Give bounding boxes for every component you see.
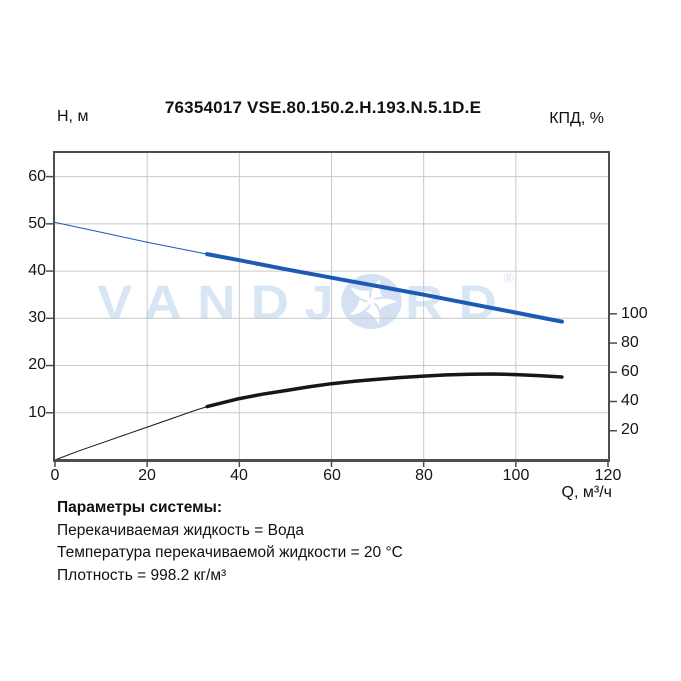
x-tick-label: 40 [230, 467, 248, 484]
x-tick-label: 20 [138, 467, 156, 484]
y-left-tick-label: 40 [28, 262, 46, 279]
efficiency-curve-thin [54, 406, 208, 461]
x-tick-label: 100 [502, 467, 530, 484]
system-parameter-line: Плотность = 998.2 кг/м³ [57, 566, 227, 584]
system-parameter-line: Температура перекачиваемой жидкости = 20… [57, 544, 403, 561]
head-curve-thin [54, 221, 208, 255]
y-left-tick-label: 50 [28, 215, 46, 232]
efficiency-curve-thick [205, 372, 564, 409]
plot-area [46, 153, 617, 467]
left-axis-title: Н, м [57, 108, 89, 125]
y-right-tick-label: 60 [621, 363, 639, 380]
x-tick-label: 60 [323, 467, 341, 484]
y-right-tick-label: 40 [621, 392, 639, 409]
x-tick-label: 0 [50, 467, 60, 484]
x-tick-label: 80 [415, 467, 433, 484]
registered-trademark-icon: ® [503, 270, 514, 285]
chart-frame [53, 151, 610, 462]
system-parameters-heading: Параметры системы: [57, 499, 222, 516]
y-right-tick-label: 100 [621, 305, 648, 322]
system-parameters: Параметры системы: Перекачиваемая жидкос… [57, 497, 403, 587]
y-right-tick-label: 80 [621, 334, 639, 351]
page-title: 76354017 VSE.80.150.2.H.193.N.5.1D.E [164, 98, 482, 117]
head-curve-thick [205, 252, 564, 324]
watermark-text-right: RD [405, 277, 513, 330]
y-left-tick-label: 20 [28, 356, 46, 373]
watermark-text-left: VANDJ [97, 277, 350, 330]
right-axis-title: КПД, % [549, 110, 604, 127]
system-parameter-line: Перекачиваемая жидкость = Вода [57, 521, 304, 539]
y-left-tick-label: 10 [28, 404, 46, 421]
x-axis-unit-label: Q, м³/ч [561, 484, 612, 501]
y-left-tick-label: 60 [28, 168, 46, 185]
y-right-tick-label: 20 [621, 421, 639, 438]
x-tick-label: 120 [594, 467, 622, 484]
y-left-tick-label: 30 [28, 309, 46, 326]
